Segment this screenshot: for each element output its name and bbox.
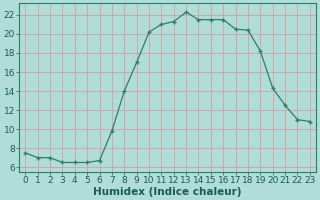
X-axis label: Humidex (Indice chaleur): Humidex (Indice chaleur) — [93, 187, 242, 197]
